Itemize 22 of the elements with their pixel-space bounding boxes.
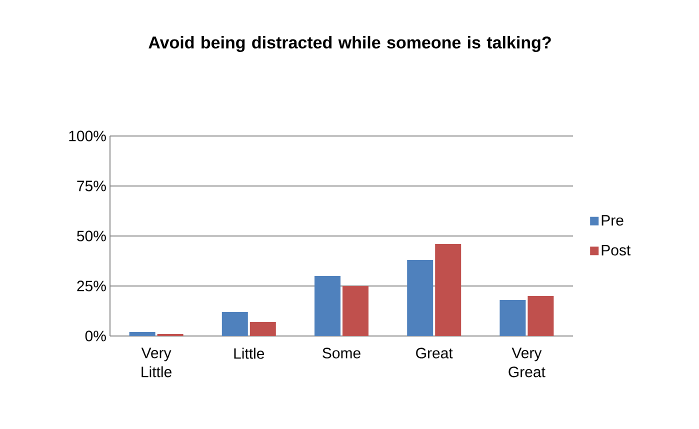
bar — [528, 296, 554, 336]
bar — [342, 286, 368, 336]
x-tick-label: Very Little — [141, 348, 172, 378]
bar — [500, 300, 526, 336]
bar — [222, 312, 248, 336]
x-tick-label: Great — [416, 348, 453, 358]
y-tick-label: 25% — [77, 280, 106, 292]
bar — [129, 332, 156, 336]
x-tick-label: Little — [234, 348, 264, 359]
y-tick-label: 100% — [69, 130, 106, 142]
legend-label: Pre — [602, 215, 624, 226]
x-tick-label: Very Great — [508, 348, 546, 378]
bar — [435, 244, 462, 336]
y-tick-label: 75% — [77, 180, 106, 192]
x-tick-label: Some — [322, 348, 360, 358]
legend-label: Post — [602, 245, 631, 256]
bar — [250, 322, 276, 336]
y-tick-label: 0% — [85, 330, 106, 342]
bar — [314, 276, 340, 336]
chart-title: Avoid being distracted while someone is talking? — [148, 36, 551, 52]
bar — [407, 260, 434, 336]
y-tick-label: 50% — [77, 230, 106, 242]
